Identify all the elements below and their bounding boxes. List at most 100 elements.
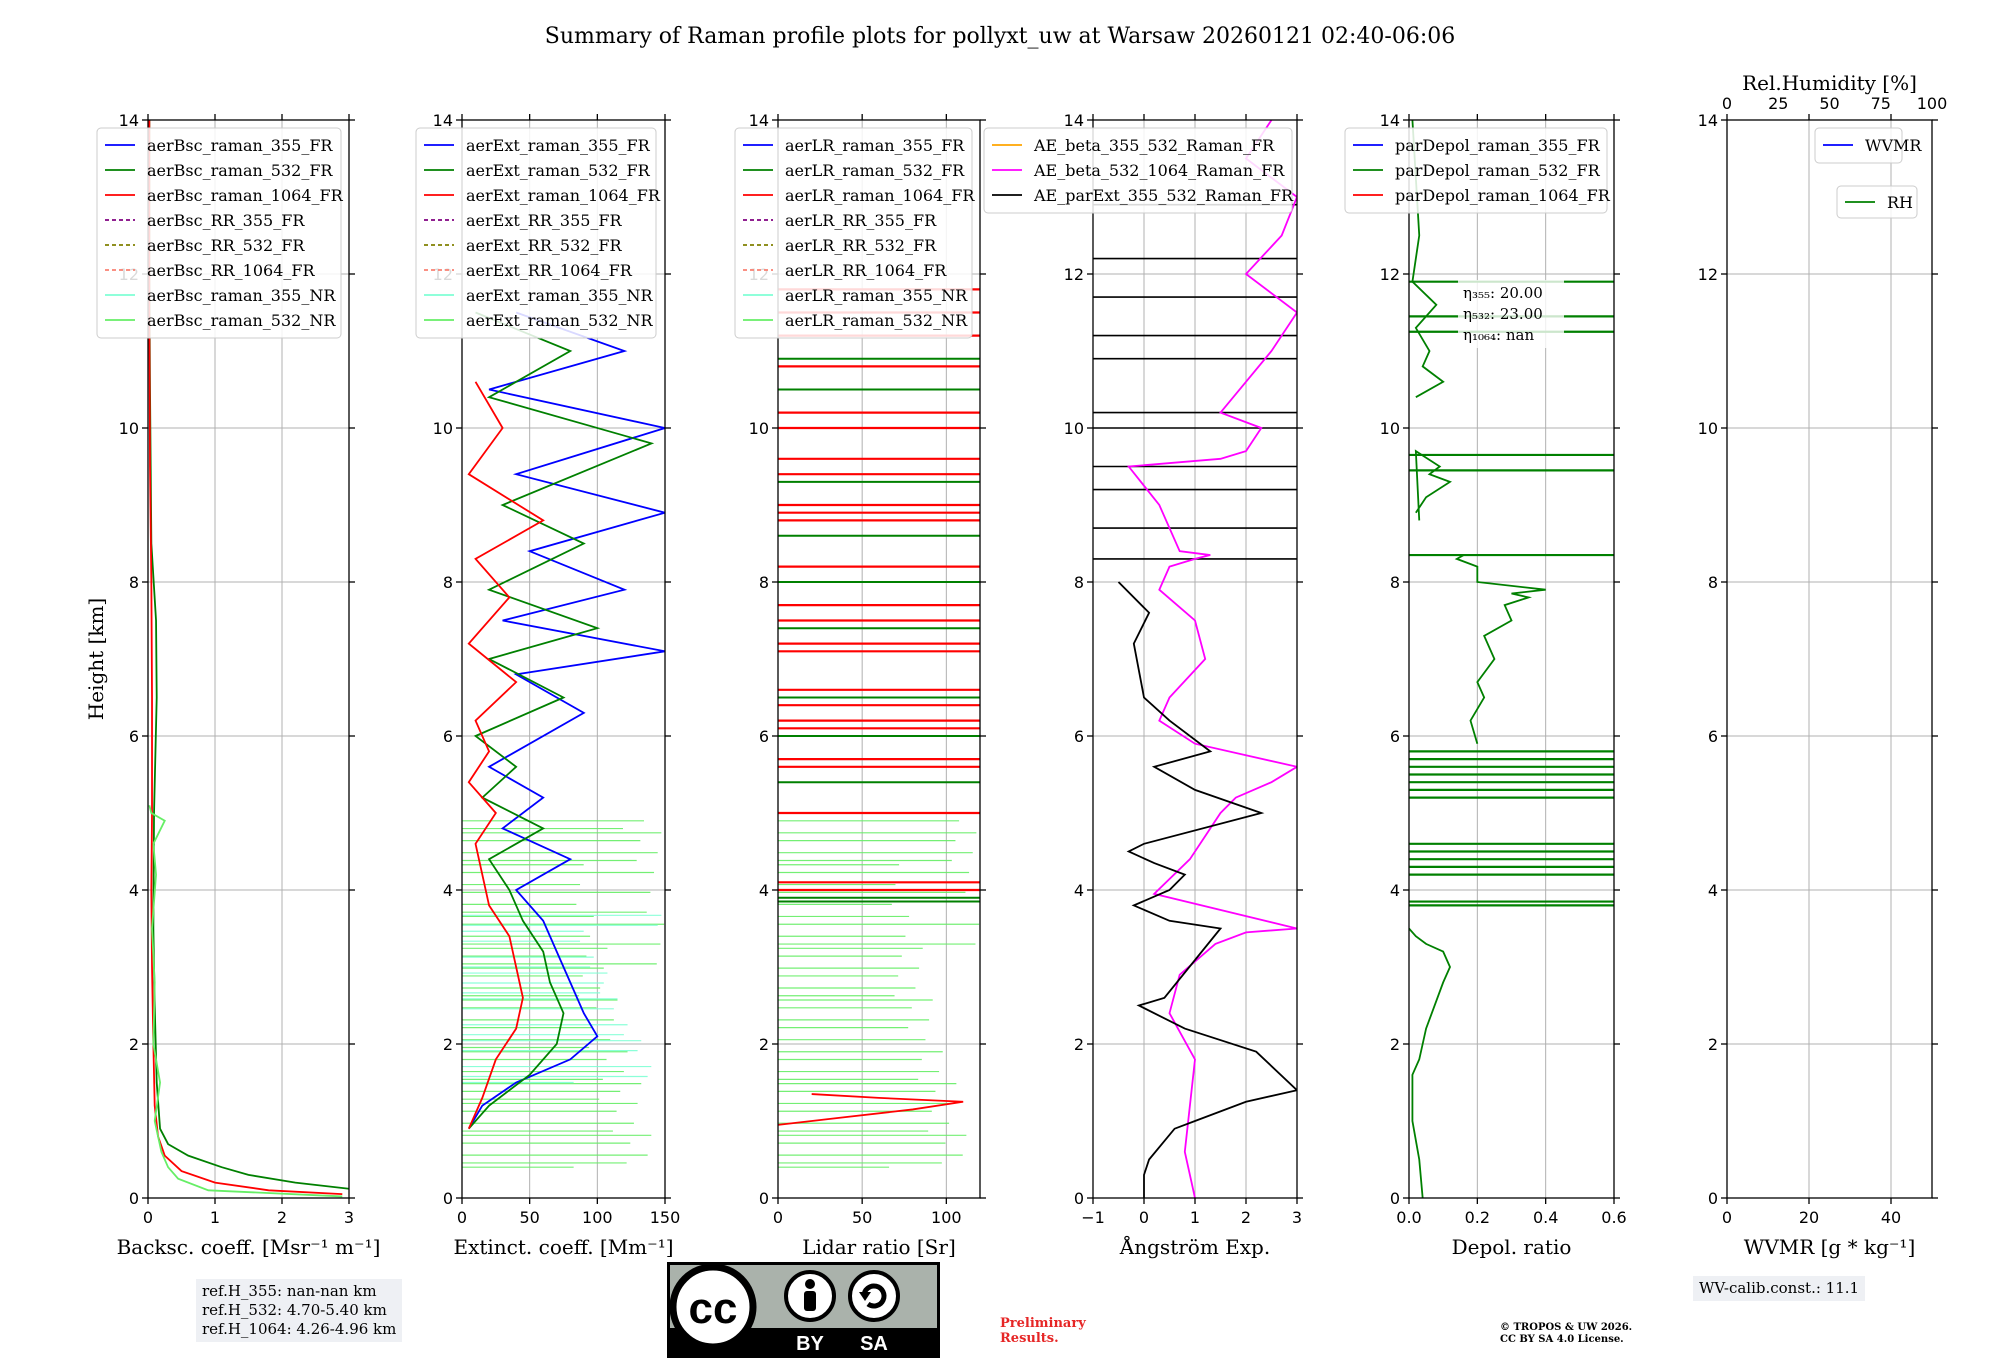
y-tick-label: 2 [1074,1035,1084,1054]
wv-calib-box: WV-calib.const.: 11.1 [1693,1276,1866,1301]
panel-lidar_ratio: 05010002468101214Lidar ratio [Sr]aerLR_r… [734,111,986,1259]
y-tick-label: 0 [1074,1189,1084,1208]
top-x-tick-label: 100 [1917,94,1948,113]
y-tick-label: 8 [443,573,453,592]
figure-title: Summary of Raman profile plots for polly… [545,24,1455,49]
axes-layer: 012302468101214Backsc. coeff. [Msr⁻¹ m⁻¹… [84,71,1947,1259]
legend-box [1344,127,1608,214]
legend-label: parDepol_raman_532_FR [1395,161,1601,180]
y-tick-label: 2 [1708,1035,1718,1054]
legend-label: aerExt_raman_532_NR [466,311,654,330]
panel-backscatter: 012302468101214Backsc. coeff. [Msr⁻¹ m⁻¹… [84,111,380,1259]
legend-box [96,127,342,339]
y-tick-label: 10 [749,419,769,438]
y-tick-label: 2 [1390,1035,1400,1054]
legend-label: parDepol_raman_355_FR [1395,136,1601,155]
x-tick-label: 40 [1881,1208,1901,1227]
copyright-line-1: © TROPOS & UW 2026. [1500,1322,1633,1333]
y-tick-label: 10 [433,419,453,438]
x-axis-label: WVMR [g * kg⁻¹] [1744,1235,1916,1259]
x-axis-label: Ångström Exp. [1119,1234,1270,1259]
ref-height-532: ref.H_532: 4.70-5.40 km [202,1301,387,1319]
series-parDepol_raman_532_FR [1454,554,1546,744]
y-tick-label: 10 [119,419,139,438]
legend: WVMR [1814,127,1922,164]
y-tick-label: 12 [1380,265,1400,284]
cc-logo-icon [669,1263,757,1351]
y-tick-label: 10 [1380,419,1400,438]
legend-label: aerBsc_raman_355_FR [147,136,333,155]
legend: aerBsc_raman_355_FR aerBsc_raman_532_FRae… [96,127,344,339]
legend-label: aerBsc_raman_1064_FR [147,186,344,205]
x-tick-label: 0.2 [1465,1208,1490,1227]
x-tick-label: 50 [519,1208,539,1227]
series-aerExt_raman_355_FR [467,311,665,1130]
legend-label: aerExt_RR_1064_FR [466,261,633,280]
y-tick-label: 6 [129,727,139,746]
legend-box [1814,127,1903,164]
x-tick-label: 3 [344,1208,354,1227]
x-axis-label: Depol. ratio [1452,1235,1572,1259]
y-tick-label: 4 [1074,881,1084,900]
y-tick-label: 14 [1064,111,1084,130]
copyright-line-2: CC BY SA 4.0 License. [1500,1334,1624,1345]
y-tick-label: 0 [129,1189,139,1208]
legend-label: RH [1887,193,1913,212]
x-tick-label: 1 [210,1208,220,1227]
x-tick-label: 0 [1722,1208,1732,1227]
y-tick-label: 14 [1380,111,1400,130]
legend-label: aerExt_RR_355_FR [466,211,623,230]
wv-calib-const: WV-calib.const.: 11.1 [1699,1279,1860,1297]
y-tick-label: 8 [1074,573,1084,592]
panel-wvmr: 0 20 40 0 2 4 6 8 10 12 14 WVMR [g * kg⁻¹] 0 25 50 75 10… [1698,71,1948,1259]
y-tick-label: 14 [433,111,453,130]
y-tick-label: 6 [1074,727,1084,746]
y-tick-label: 4 [1708,881,1718,900]
x-tick-label: 0 [1139,1208,1149,1227]
plot-area [462,311,665,1168]
series-aerBsc_raman_1064_FR [148,120,343,1196]
legend-label: aerBsc_raman_532_NR [147,311,336,330]
legend-label: aerBsc_raman_532_FR [147,161,333,180]
y-tick-label: 4 [129,881,139,900]
y-tick-label: 6 [1708,727,1718,746]
legend-label: aerExt_raman_355_FR [466,136,651,155]
eta-label: η₃₅₅: 20.00 [1463,284,1543,302]
legend-label: AE_beta_355_532_Raman_FR [1033,136,1275,155]
preliminary-line-2: Results. [1000,1331,1059,1346]
legend-label: aerExt_RR_532_FR [466,236,623,255]
x-axis-label: Lidar ratio [Sr] [802,1235,956,1259]
legend: aerLR_raman_355_FR aerLR_raman_532_FR aerL… [734,127,975,339]
legend-label: aerLR_raman_1064_FR [785,186,975,205]
y-tick-label: 8 [1708,573,1718,592]
y-tick-label: 10 [1698,419,1718,438]
legend-label: aerLR_raman_355_FR [785,136,965,155]
axes-frame [777,119,981,1199]
series-aerExt_raman_532_FR [468,311,655,1130]
series-aerBsc_raman_532_NR [148,805,343,1198]
eta-labels: η₃₅₅: 20.00 η₅₃₂: 23.00 η₁₀₆₄: nan [1458,280,1564,348]
axes-frame [1408,119,1615,1199]
legend-rh: RH [1836,185,1918,219]
y-tick-label: 14 [1698,111,1718,130]
x-tick-label: 0 [773,1208,783,1227]
legend-label: aerBsc_RR_355_FR [147,211,305,230]
x-tick-label: 0.0 [1396,1208,1421,1227]
legend-label: aerLR_RR_355_FR [785,211,937,230]
y-tick-label: 2 [759,1035,769,1054]
series-AE_parExt_355_532_Raman_FR [1117,581,1297,1198]
y-tick-label: 0 [759,1189,769,1208]
x-tick-label: −1 [1081,1208,1105,1227]
y-tick-label: 2 [443,1035,453,1054]
series-AE_beta_532_1064_Raman_FR [1126,120,1297,1198]
y-tick-label: 14 [749,111,769,130]
series-parDepol_raman_532_FR [1414,449,1452,521]
y-tick-label: 6 [443,727,453,746]
y-tick-label: 8 [759,573,769,592]
x-tick-label: 100 [582,1208,613,1227]
y-axis-label: Height [km] [84,598,108,720]
plot-area [148,120,349,1198]
legend-label: parDepol_raman_1064_FR [1395,186,1611,205]
